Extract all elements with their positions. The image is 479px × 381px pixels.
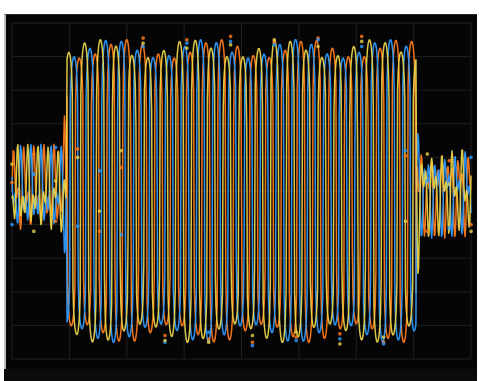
series-3-point [75,155,80,160]
series-2-point [141,44,145,49]
marker-layer [10,34,473,348]
series-2-point [425,179,430,183]
series-2-point [359,44,364,49]
series-3-point [228,43,233,47]
series-layer [11,38,472,344]
series-2-point [381,342,386,346]
series-2-point [185,41,189,45]
series-3-point [359,39,364,44]
series-2-point [469,155,473,160]
series-3-point [97,209,102,213]
series-1-point [469,222,473,227]
series-2-point [10,222,14,227]
waveform-series-2 [11,38,472,344]
series-1-point [403,153,408,158]
series-1-point [185,37,189,42]
series-3-point [141,41,145,45]
series-3-point [294,330,298,334]
series-3-point [185,46,189,50]
series-3-point [206,340,211,345]
series-1-point [359,34,364,39]
series-1-point [163,333,167,338]
oscilloscope-plot [4,14,477,369]
series-1-point [97,229,102,234]
series-2-point [338,337,342,341]
series-1-point [75,147,80,151]
waveform-series-1 [11,38,472,344]
series-1-point [294,335,298,339]
series-3-point [403,219,408,224]
series-3-point [381,335,386,339]
series-2-point [75,224,80,229]
series-3-point [447,182,451,187]
series-1-point [250,340,255,345]
series-3-point [163,338,167,343]
series-2-point [119,232,124,237]
series-3-point [272,37,277,42]
series-3-point [53,179,58,183]
series-3-point [10,162,14,166]
series-3-point [469,229,473,234]
series-1-point [228,34,233,39]
waveform-chart [10,22,473,360]
waveform-series-3 [11,39,472,344]
series-3-point [316,44,320,49]
x-axis-strip [4,369,477,381]
series-2-point [250,343,255,348]
series-3-point [250,333,255,338]
series-1-point [425,229,430,234]
series-1-point [10,180,14,185]
series-1-point [206,337,211,341]
series-2-point [272,43,277,47]
series-2-point [228,39,233,44]
series-3-point [338,342,342,346]
series-3-point [119,148,124,153]
series-2-point [316,37,320,42]
series-1-point [53,219,58,224]
series-1-point [119,165,124,170]
series-1-point [447,158,451,163]
series-2-point [403,148,408,153]
series-2-point [97,169,102,173]
series-2-point [53,145,58,150]
series-3-point [32,229,36,234]
series-1-point [141,36,145,40]
series-1-point [338,332,342,336]
series-2-point [206,330,211,334]
series-2-point [447,226,451,230]
series-2-point [32,172,36,176]
series-2-point [294,338,298,343]
series-3-point [425,152,430,156]
series-1-point [32,152,36,156]
